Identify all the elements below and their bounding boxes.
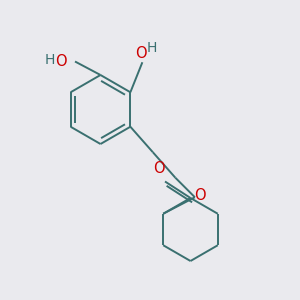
- Text: O: O: [55, 54, 67, 69]
- Text: O: O: [135, 46, 147, 61]
- Text: O: O: [153, 161, 165, 176]
- Text: H: H: [147, 41, 157, 55]
- Text: H: H: [45, 53, 56, 67]
- Text: O: O: [194, 188, 206, 203]
